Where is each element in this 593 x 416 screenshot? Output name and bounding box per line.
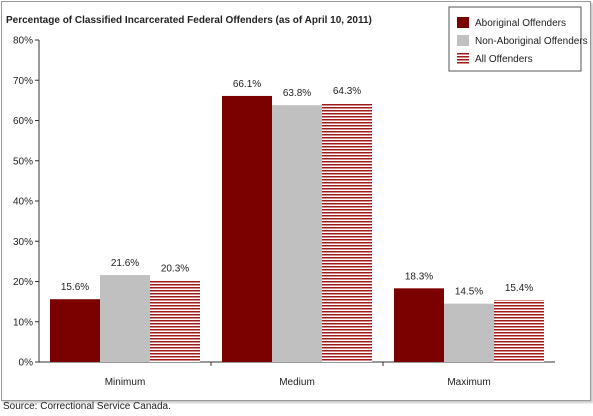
data-label: 20.3%: [161, 263, 189, 274]
x-tick-label: Maximum: [447, 377, 490, 388]
bar: [50, 299, 100, 362]
chart-title: Percentage of Classified Incarcerated Fe…: [6, 15, 372, 26]
bar: [150, 280, 200, 362]
data-label: 64.3%: [333, 86, 361, 97]
data-label: 21.6%: [111, 258, 139, 269]
bar: [100, 275, 150, 362]
data-label: 15.4%: [505, 283, 533, 294]
y-tick-label: 40%: [13, 197, 33, 208]
bar-chart: Percentage of Classified Incarcerated Fe…: [6, 6, 588, 388]
y-tick-label: 50%: [13, 156, 33, 167]
bar: [444, 303, 494, 362]
legend-label: Aboriginal Offenders: [475, 18, 566, 29]
legend-swatch: [457, 53, 469, 64]
legend-label: All Offenders: [475, 54, 533, 65]
bar: [394, 288, 444, 362]
data-label: 63.8%: [283, 88, 311, 99]
y-tick-label: 10%: [13, 317, 33, 328]
source-note: Source: Correctional Service Canada.: [3, 401, 171, 412]
data-label: 18.3%: [405, 271, 433, 282]
bars: 15.6% 21.6% 20.3% 66.1% 63.8% 64.3% 18.3% 14.5%…: [50, 79, 544, 362]
y-tick-label: 70%: [13, 76, 33, 87]
legend-swatch: [457, 35, 469, 46]
legend-label: Non-Aboriginal Offenders: [475, 36, 588, 47]
bar: [272, 105, 322, 362]
legend: Aboriginal Offenders Non-Aboriginal Offen…: [448, 6, 588, 72]
y-tick-label: 20%: [13, 277, 33, 288]
legend-swatch: [457, 17, 469, 28]
y-tick-label: 60%: [13, 116, 33, 127]
x-tick-label: Minimum: [105, 377, 146, 388]
x-tick-label: Medium: [279, 377, 315, 388]
bar: [322, 103, 372, 362]
chart-frame: Percentage of Classified Incarcerated Fe…: [1, 1, 591, 401]
data-label: 15.6%: [61, 282, 89, 293]
bar: [222, 95, 272, 362]
y-tick-label: 0%: [19, 358, 34, 369]
data-label: 66.1%: [233, 79, 261, 90]
bar: [494, 300, 544, 362]
data-label: 14.5%: [455, 287, 483, 298]
legend-box: [448, 6, 582, 72]
y-tick-label: 80%: [13, 36, 33, 47]
y-tick-label: 30%: [13, 237, 33, 248]
